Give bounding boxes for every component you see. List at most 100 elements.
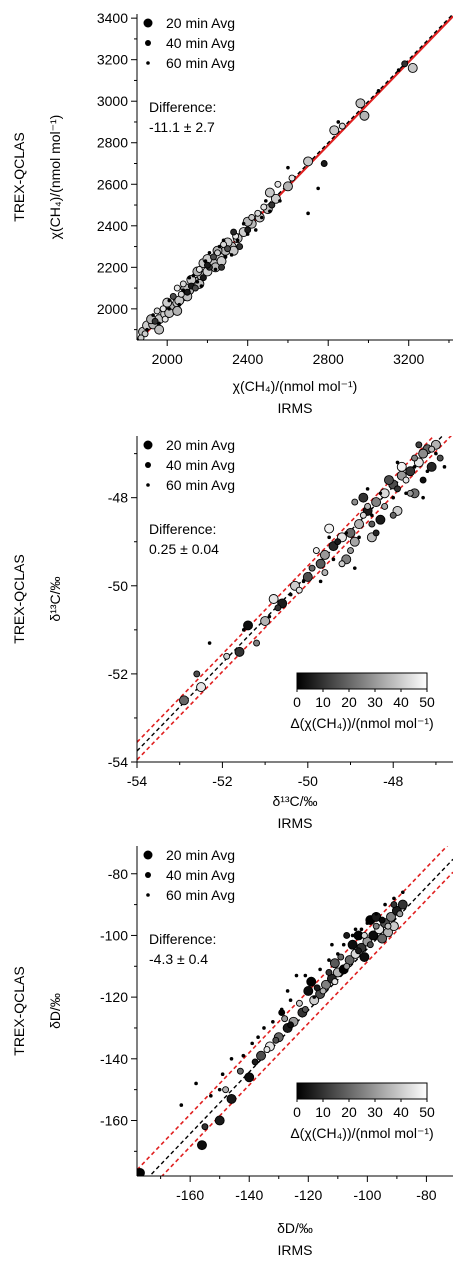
d13c-point-40-min-avg (428, 445, 436, 453)
dd-y-axis-label: δD/‰ (47, 993, 63, 1029)
ch4-point-60-min-avg (245, 232, 250, 236)
ch4-point-60-min-avg (259, 215, 264, 220)
dd-point-60-min-avg (262, 1026, 266, 1030)
ch4-point-40-min-avg (203, 261, 211, 269)
ch4-legend-marker (146, 61, 150, 65)
dd-point-20-min-avg (226, 1093, 237, 1104)
dd-point-40-min-avg (319, 987, 327, 995)
dd-point-60-min-avg (288, 998, 293, 1003)
dd-point-60-min-avg (350, 933, 355, 938)
ch4-point-40-min-avg (153, 307, 161, 315)
ch4-point-40-min-avg (218, 263, 225, 271)
d13c-point-60-min-avg (442, 465, 447, 469)
ch4-point-40-min-avg (268, 201, 276, 209)
ch4-point-20-min-avg (407, 63, 418, 73)
dd-colorbar-tick-label: 40 (393, 1104, 409, 1120)
ch4-point-40-min-avg (191, 284, 199, 292)
dd-point-40-min-avg (337, 953, 345, 961)
d13c-point-20-min-avg (349, 536, 360, 547)
ch4-y-tick-label: 2000 (97, 301, 128, 317)
dd-point-60-min-avg (341, 942, 346, 947)
dd-point-40-min-avg (343, 931, 351, 939)
dd-annotation: -4.3 ± 0.4 (149, 951, 208, 967)
ch4-point-20-min-avg (329, 125, 340, 136)
dd-colorbar-tick-label: 20 (341, 1104, 357, 1120)
d13c-legend-marker (143, 440, 153, 450)
d13c-point-40-min-avg (274, 604, 282, 612)
dd-x-axis-label: IRMS (278, 1242, 313, 1258)
dd-colorbar-tick-label: 0 (293, 1104, 301, 1120)
ch4-point-60-min-avg (306, 211, 310, 216)
ch4-point-20-min-avg (303, 156, 314, 167)
ch4-point-60-min-avg (199, 284, 204, 288)
ch4-y-axis-label: TREX-QCLAS (11, 132, 27, 221)
ch4-legend-marker (143, 18, 153, 28)
d13c-point-60-min-avg (395, 460, 400, 465)
dd-point-20-min-avg (256, 1050, 266, 1061)
ch4-legend-label: 60 min Avg (166, 55, 235, 71)
dd-legend-label: 40 min Avg (166, 867, 235, 883)
d13c-y-axis-label: δ¹³C/‰ (47, 576, 63, 621)
dd-point-60-min-avg (365, 921, 370, 925)
d13c-point-40-min-avg (406, 489, 414, 497)
ch4-point-20-min-avg (355, 98, 366, 109)
d13c-point-40-min-avg (372, 529, 380, 537)
dd-point-40-min-avg (343, 962, 351, 970)
d13c-point-40-min-avg (419, 476, 427, 484)
ch4-y-tick-label: 2600 (97, 176, 128, 192)
d13c-point-20-min-avg (354, 519, 365, 530)
d13c-point-40-min-avg (359, 511, 367, 519)
d13c-colorbar-tick-label: 10 (315, 694, 331, 710)
dd-point-40-min-avg (331, 978, 339, 986)
dd-y-axis-label: TREX-QCLAS (11, 966, 27, 1055)
dd-point-60-min-avg (400, 890, 405, 895)
dd-point-60-min-avg (303, 973, 308, 978)
ch4-point-60-min-avg (167, 298, 172, 303)
d13c-x-axis-label: IRMS (278, 815, 313, 831)
d13c-point-20-min-avg (179, 695, 189, 706)
ch4-annotation: -11.1 ± 2.7 (149, 119, 215, 135)
ch4-x-tick-label: 2800 (313, 351, 344, 367)
d13c-x-tick-label: -48 (383, 773, 403, 789)
d13c-point-20-min-avg (315, 558, 326, 569)
d13c-point-60-min-avg (370, 513, 374, 518)
d13c-point-60-min-avg (241, 628, 246, 632)
ch4-point-40-min-avg (151, 317, 159, 325)
dd-point-40-min-avg (287, 1021, 295, 1029)
d13c-point-20-min-avg (358, 492, 369, 503)
d13c-point-40-min-avg (415, 441, 423, 449)
d13c-point-20-min-avg (243, 620, 253, 631)
d13c-point-20-min-avg (302, 572, 313, 582)
dd-legend-marker (146, 893, 150, 897)
ch4-legend-label: 20 min Avg (166, 15, 235, 31)
dd-point-40-min-avg (301, 1006, 309, 1013)
d13c-point-40-min-avg (381, 503, 389, 510)
dd-x-tick-label: -160 (176, 1187, 204, 1203)
ch4-legend-label: 40 min Avg (166, 35, 235, 51)
ch4-y-tick-label: 3000 (97, 93, 128, 109)
d13c-x-tick-label: -54 (127, 773, 147, 789)
ch4-point-60-min-avg (253, 228, 258, 232)
ch4-point-40-min-avg (338, 122, 346, 130)
dd-point-40-min-avg (378, 916, 386, 924)
dd-point-40-min-avg (325, 968, 333, 976)
ch4-point-40-min-avg (199, 274, 207, 282)
dd-point-60-min-avg (285, 989, 290, 993)
d13c-point-60-min-avg (357, 535, 361, 540)
dd-point-60-min-avg (179, 1103, 184, 1107)
d13c-y-tick-label: -52 (108, 666, 128, 682)
dd-colorbar-tick-label: 10 (315, 1104, 331, 1120)
ch4-y-tick-label: 2200 (97, 259, 128, 275)
ch4-point-40-min-avg (230, 228, 238, 236)
ch4-point-40-min-avg (401, 60, 409, 68)
dd-point-40-min-avg (272, 1036, 280, 1044)
d13c-point-60-min-avg (404, 491, 408, 496)
d13c-point-40-min-avg (436, 454, 444, 462)
dd-point-20-min-avg (368, 930, 379, 941)
ch4-y-tick-label: 2800 (97, 135, 128, 151)
d13c-point-60-min-avg (434, 451, 438, 456)
ch4-x-axis-label: IRMS (278, 400, 313, 416)
d13c-point-40-min-avg (253, 639, 261, 647)
d13c-colorbar-tick-label: 0 (293, 694, 301, 710)
